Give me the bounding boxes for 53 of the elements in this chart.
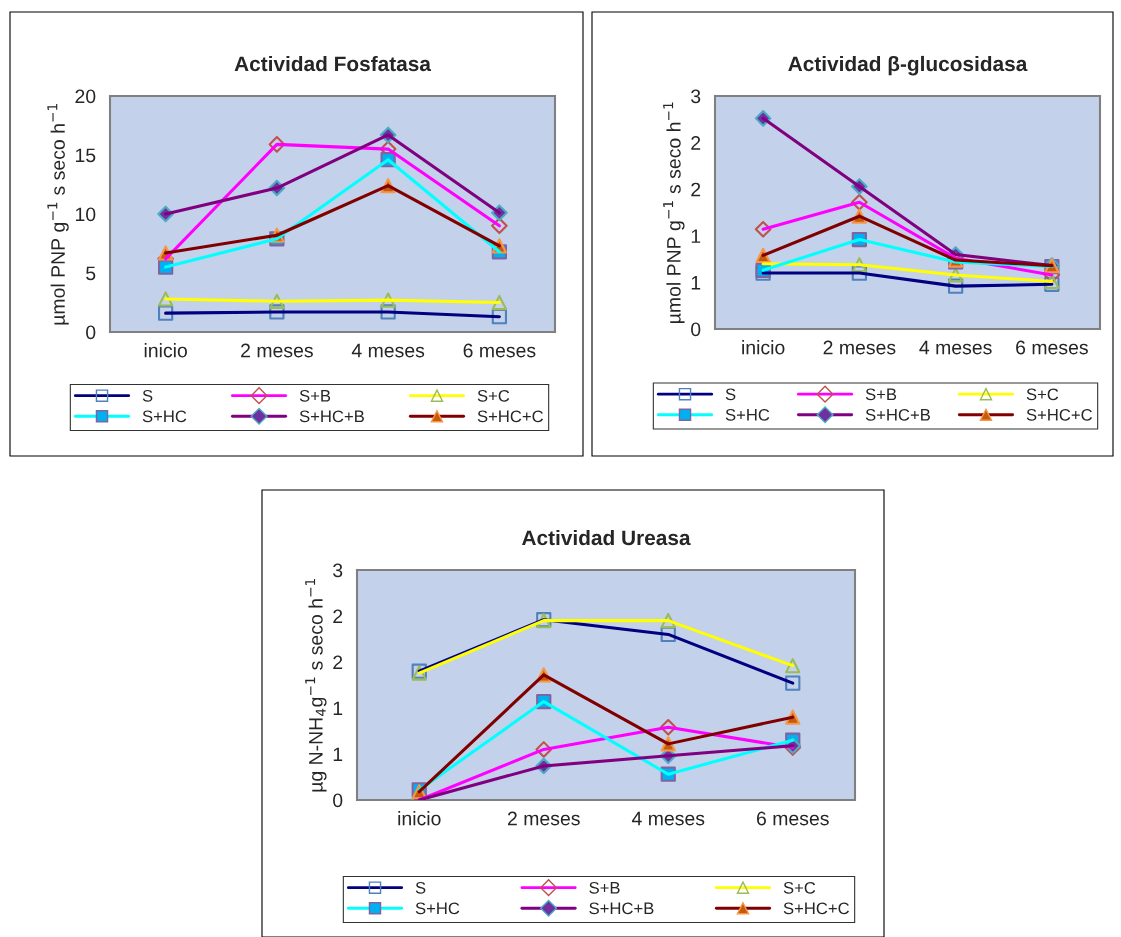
chart-title: Actividad Fosfatasa	[234, 55, 432, 72]
y-tick-label: 0	[333, 793, 343, 808]
legend-label: S+C	[1026, 388, 1059, 401]
x-tick-label: 4 meses	[631, 811, 705, 826]
y-tick-label: 1	[333, 747, 343, 762]
x-tick-label: 4 meses	[351, 343, 425, 358]
y-axis-title: µmol PNP g$^{−1}$ s seco h$^{−1}$	[47, 104, 69, 325]
y-tick-label: 1	[691, 229, 701, 243]
x-tick-label: 2 meses	[241, 343, 313, 358]
legend-label: S+HC+B	[865, 408, 930, 421]
legend-label: S	[725, 388, 736, 401]
x-tick-label: 2 meses	[823, 340, 896, 355]
legend-label: S+HC	[142, 410, 187, 423]
y-tick-label: 5	[86, 266, 96, 281]
chart-title: Actividad β-glucosidasa	[788, 55, 1028, 76]
legend-label: S+HC+B	[589, 902, 654, 915]
y-tick-label: 2	[333, 655, 343, 670]
x-tick-label: inicio	[144, 343, 187, 358]
x-tick-label: inicio	[742, 340, 785, 355]
legend-label: S+C	[783, 881, 816, 894]
legend-label: S+C	[477, 389, 510, 402]
y-tick-label: 2	[333, 609, 343, 624]
legend-label: S+HC+B	[299, 410, 364, 423]
y-tick-label: 10	[75, 207, 96, 222]
y-tick-label: 2	[691, 136, 701, 150]
y-axis-title: µg N-NH$_{4}$g$^{−1}$ s seco h$^{−1}$	[305, 579, 327, 792]
y-tick-label: 15	[75, 148, 96, 163]
legend-label: S+B	[589, 881, 620, 894]
x-tick-label: 6 meses	[1016, 340, 1088, 355]
x-tick-label: 2 meses	[507, 811, 580, 826]
legend-label: S+B	[299, 389, 331, 402]
x-tick-label: inicio	[398, 811, 441, 826]
y-tick-label: 1	[691, 276, 701, 290]
legend-label: S+HC+C	[783, 902, 850, 915]
y-tick-label: 2	[691, 182, 701, 197]
y-tick-label: 0	[86, 325, 96, 340]
legend-label: S+B	[865, 388, 897, 401]
y-tick-label: 3	[691, 89, 701, 104]
x-tick-label: 6 meses	[463, 343, 536, 358]
legend-label: S+HC+C	[1026, 408, 1093, 421]
y-tick-label: 1	[333, 701, 343, 716]
y-axis-title: µmol PNP g$^{−1}$ s seco h$^{−1}$	[663, 102, 685, 323]
chart-title: Actividad Ureasa	[521, 529, 691, 546]
y-tick-label: 0	[691, 322, 701, 337]
legend-label: S	[142, 389, 153, 402]
legend-label: S+HC+C	[477, 410, 544, 423]
y-tick-label: 3	[333, 563, 343, 578]
legend-label: S	[415, 881, 426, 894]
x-tick-label: 6 meses	[757, 811, 829, 826]
legend-label: S+HC	[415, 902, 460, 915]
legend-label: S+HC	[725, 408, 770, 421]
x-tick-label: 4 meses	[919, 340, 992, 355]
y-tick-label: 20	[75, 89, 96, 104]
